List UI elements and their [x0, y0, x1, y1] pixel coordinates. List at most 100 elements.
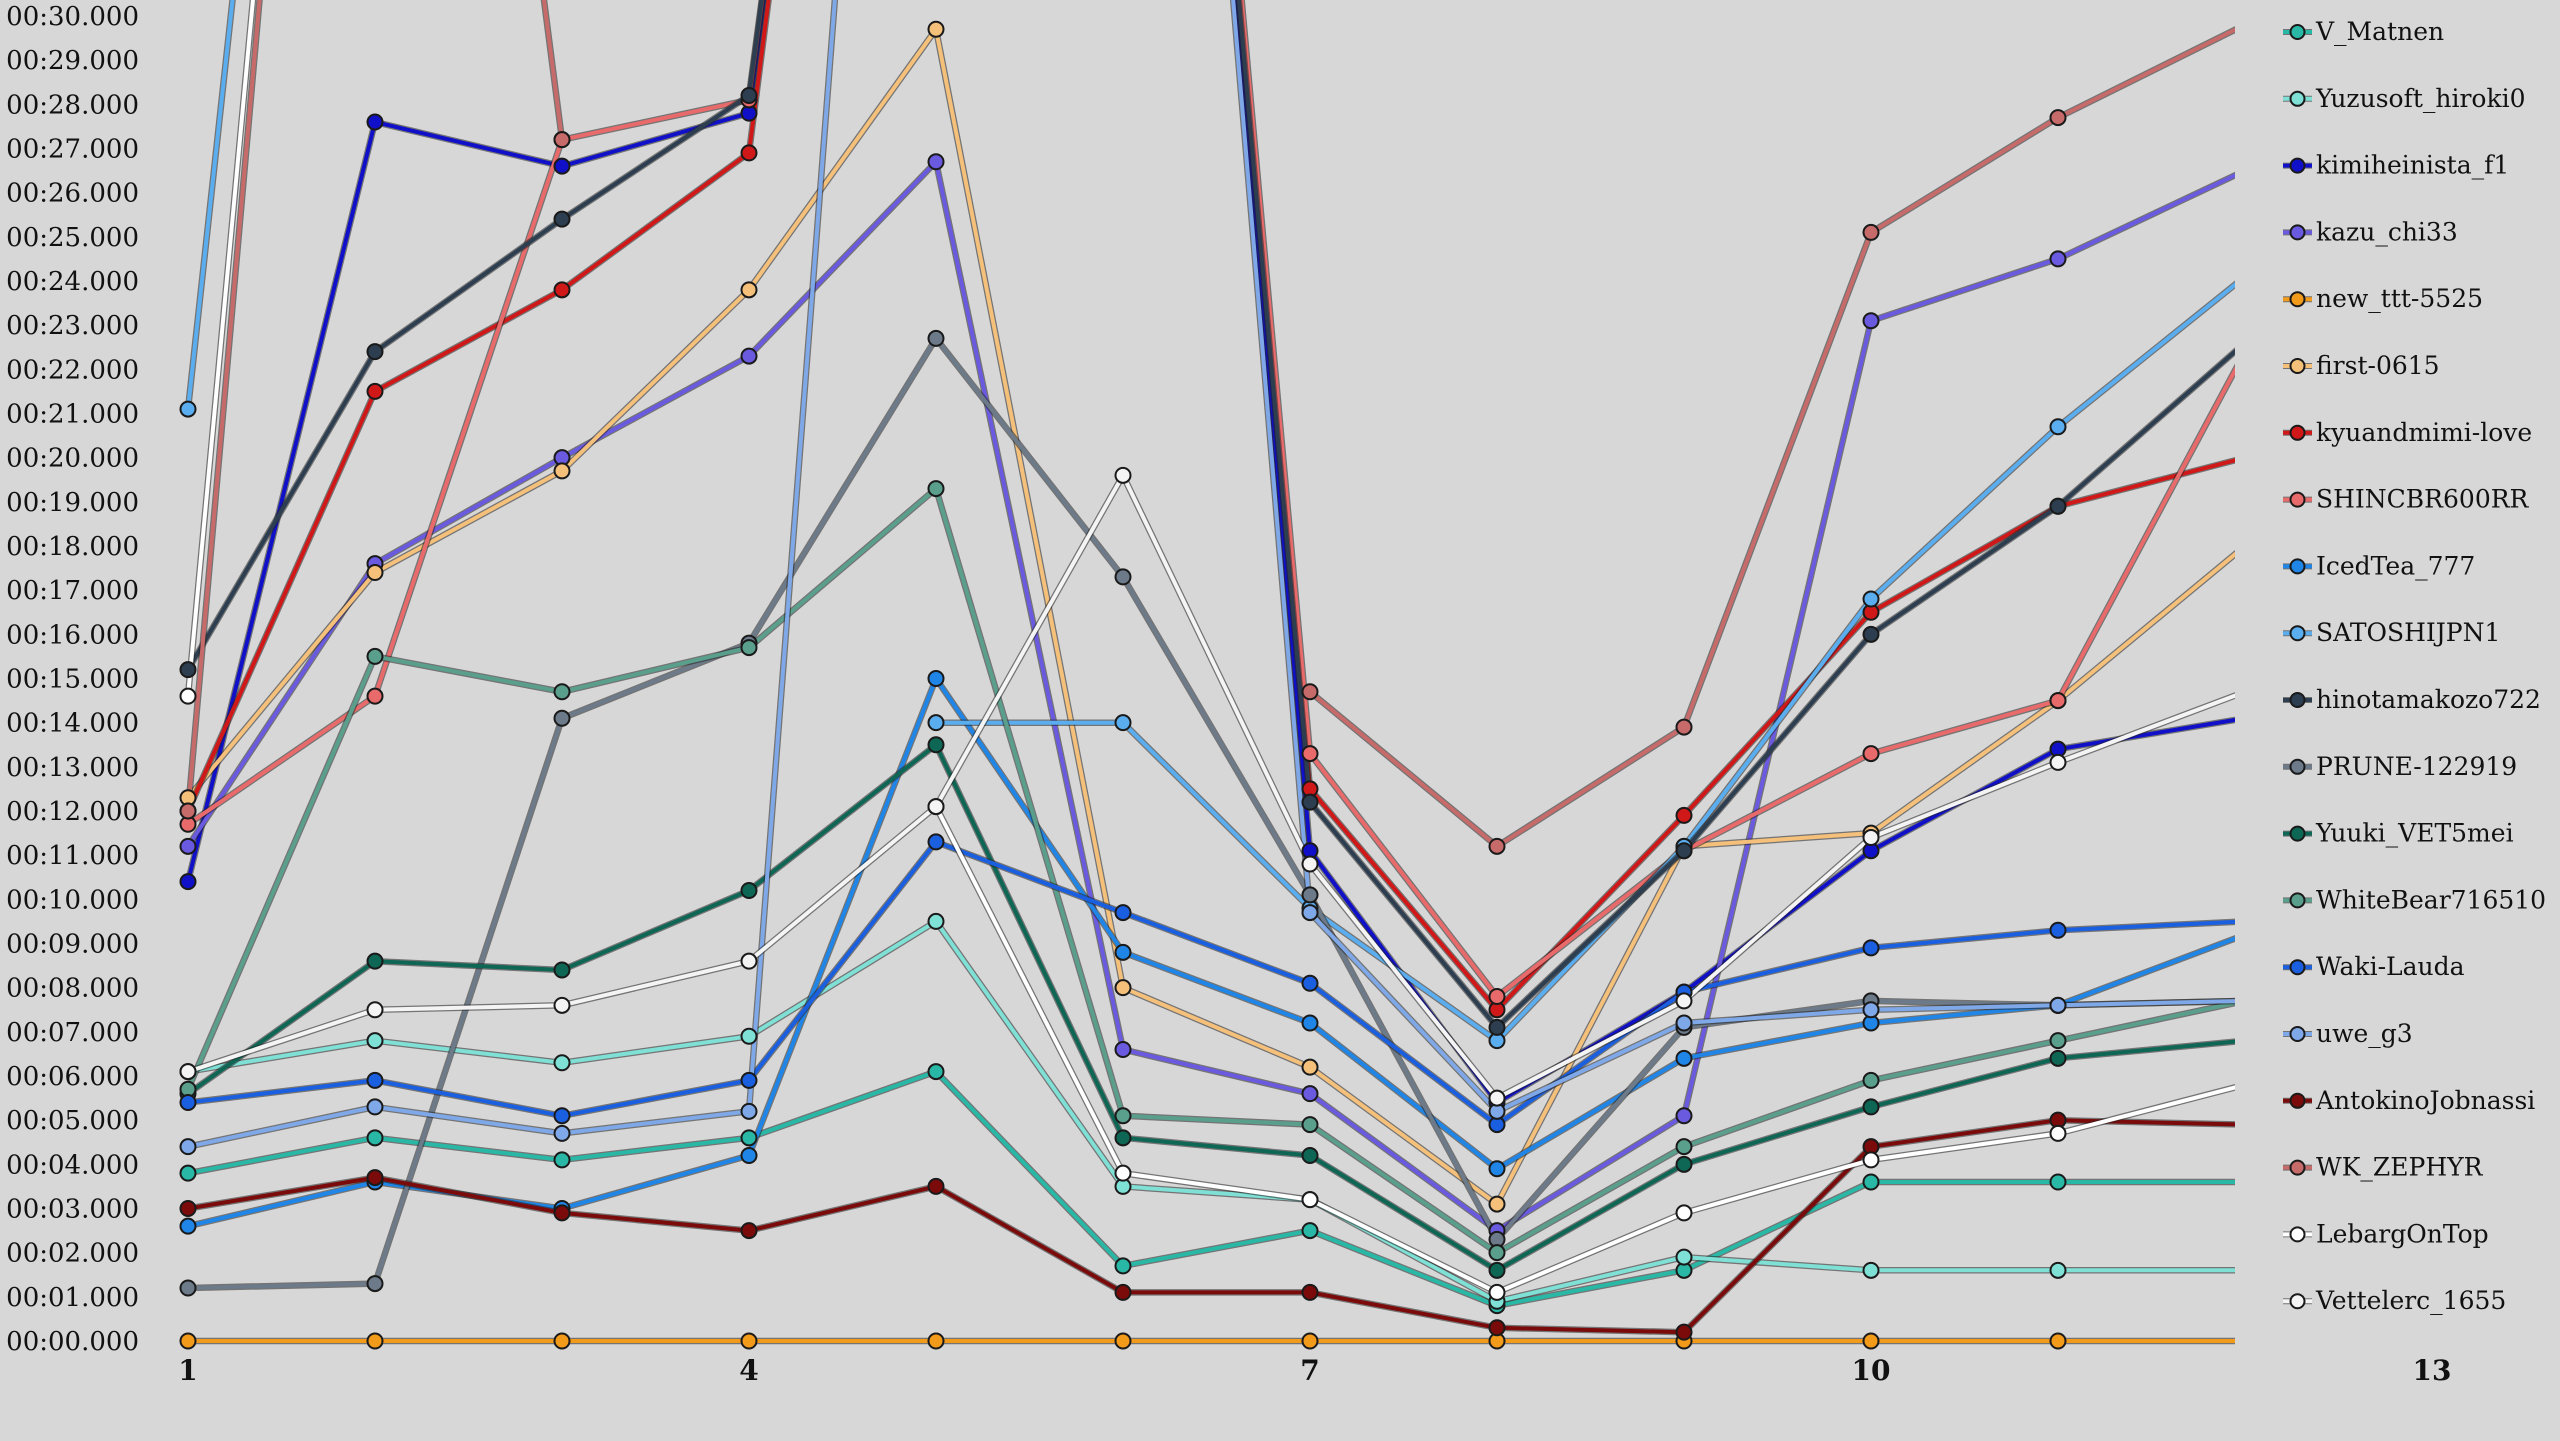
data-point [927, 736, 945, 754]
legend-item: Vettelerc_1655 [2283, 1286, 2506, 1315]
legend-swatch-marker [2289, 692, 2306, 708]
x-tick-label: 1 [178, 1354, 197, 1387]
data-point [2425, 1122, 2440, 1137]
data-point [179, 837, 197, 855]
series-points [179, 400, 2067, 1050]
data-point [927, 20, 945, 38]
data-point [1301, 886, 1319, 904]
data-point [366, 1129, 384, 1147]
legend-label: PRUNE-122919 [2316, 752, 2517, 781]
data-point [2425, 1334, 2440, 1349]
legend-label: Waki-Lauda [2316, 952, 2465, 981]
data-point [2238, 1033, 2253, 1048]
y-tick-label: 00:17.000 [6, 576, 139, 606]
data-point [553, 683, 571, 701]
data-point [179, 400, 197, 418]
data-point [1488, 1195, 1506, 1213]
series-new-ttt-5525 [188, 1337, 2235, 1345]
data-point [1675, 1323, 1693, 1341]
legend-label: SHINCBR600RR [2316, 485, 2530, 514]
data-point [1114, 466, 1132, 484]
legend-label: SATOSHIJPN1 [2316, 618, 2500, 647]
y-tick-label: 00:02.000 [6, 1239, 139, 1269]
data-point [1675, 1248, 1693, 1266]
legend: V_Matnen Yuzusoft_hiroki0 kimiheinista_f1k… [2283, 17, 2546, 1315]
data-point [366, 1332, 384, 1350]
data-point [179, 1279, 197, 1297]
data-point [1114, 904, 1132, 922]
y-tick-label: 00:04.000 [6, 1150, 139, 1180]
data-point [179, 873, 197, 891]
data-point [553, 1124, 571, 1142]
legend-label: Yuuki_VET5mei [2315, 819, 2514, 848]
data-point [2238, 1263, 2253, 1278]
legend-swatch-marker [2289, 1092, 2306, 1109]
legend-item: AntokinoJobnassi [2283, 1086, 2535, 1115]
data-point [2238, 914, 2253, 929]
data-point [740, 144, 758, 162]
data-point [179, 1094, 197, 1111]
series-line [188, 1339, 2235, 1343]
y-tick-label: 00:08.000 [6, 974, 139, 1004]
series-wk-zephyr [184, 0, 2235, 850]
legend-item: SHINCBR600RR [2283, 485, 2530, 514]
data-point [2238, 1117, 2253, 1132]
legend-label: Yuzusoft_hiroki0 [2315, 84, 2526, 113]
data-point [553, 961, 571, 979]
series-line [186, 0, 2235, 1030]
data-point [366, 687, 384, 705]
data-point [1675, 992, 1693, 1010]
y-tick-label: 00:23.000 [6, 311, 139, 341]
data-point [2425, 1016, 2440, 1031]
series-line [186, 0, 2235, 999]
data-point [740, 1222, 758, 1240]
data-point [1862, 939, 1880, 957]
data-point [1301, 1085, 1319, 1103]
data-point [927, 1063, 945, 1081]
data-point [179, 687, 197, 705]
data-point [1114, 979, 1132, 997]
legend-swatch-marker [2289, 558, 2306, 575]
data-point [740, 347, 758, 365]
data-point [2049, 109, 2067, 127]
legend-label: hinotamakozo722 [2316, 685, 2541, 714]
data-point [740, 1102, 758, 1120]
y-tick-label: 00:19.000 [6, 488, 139, 518]
data-point [1114, 943, 1132, 961]
series-line-outline [186, 0, 2235, 1000]
y-tick-label: 00:01.000 [6, 1283, 139, 1313]
data-point [553, 709, 571, 727]
data-point [1862, 590, 1880, 608]
data-point [2238, 1175, 2253, 1190]
data-point [1301, 974, 1319, 992]
data-point [2049, 1124, 2067, 1142]
legend-swatch-marker [2289, 491, 2306, 508]
y-tick-label: 00:21.000 [6, 400, 139, 430]
data-point [2049, 1332, 2067, 1350]
data-point [366, 1001, 384, 1019]
legend-swatch-marker [2289, 1293, 2306, 1310]
data-point [553, 1107, 571, 1125]
series-points [179, 1332, 2440, 1350]
y-tick-label: 00:10.000 [6, 885, 139, 915]
data-point [2425, 1055, 2440, 1070]
data-point [553, 996, 571, 1014]
series-line [1308, 27, 2235, 849]
data-point [740, 882, 758, 899]
y-tick-label: 00:18.000 [6, 532, 139, 562]
y-tick-label: 00:03.000 [6, 1195, 139, 1225]
data-point [1301, 1014, 1319, 1032]
data-point [1114, 1283, 1132, 1301]
y-tick-label: 00:11.000 [6, 841, 139, 871]
legend-swatch-marker [2289, 825, 2306, 842]
legend-item: kazu_chi33 [2283, 217, 2458, 246]
data-point [927, 329, 945, 347]
data-point [1301, 904, 1319, 922]
y-tick-label: 00:05.000 [6, 1106, 139, 1136]
data-point [2049, 996, 2067, 1014]
y-tick-label: 00:25.000 [6, 223, 139, 253]
data-point [927, 833, 945, 851]
legend-item: V_Matnen [2283, 17, 2444, 46]
y-tick-label: 00:07.000 [6, 1018, 139, 1048]
data-point [179, 661, 197, 679]
